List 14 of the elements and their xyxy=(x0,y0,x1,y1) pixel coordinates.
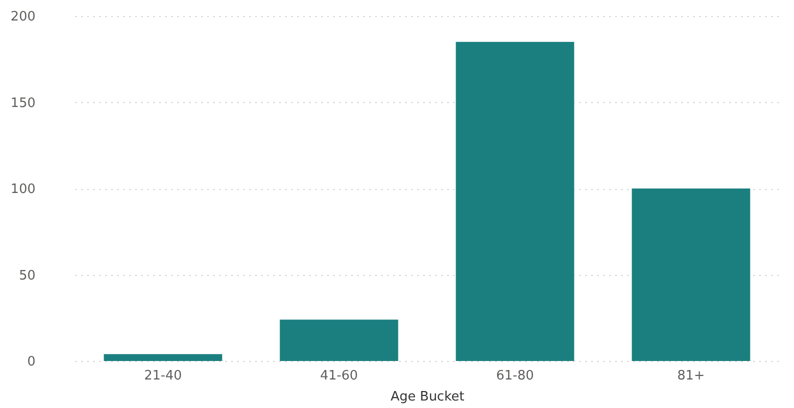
x-axis-title: Age Bucket xyxy=(390,390,464,404)
y-tick-label: 0 xyxy=(27,354,36,370)
y-tick-label: 50 xyxy=(18,268,36,284)
y-tick-label: 100 xyxy=(10,182,36,197)
bar xyxy=(104,354,222,361)
x-tick-label: 81+ xyxy=(677,368,705,384)
bar xyxy=(456,42,574,361)
x-tick-label: 61-80 xyxy=(496,368,534,384)
x-tick-label: 41-60 xyxy=(320,368,358,384)
y-tick-label: 200 xyxy=(10,10,36,24)
bar xyxy=(280,320,398,361)
x-tick-label: 21-40 xyxy=(144,368,182,384)
y-tick-label: 150 xyxy=(10,96,36,111)
bar xyxy=(632,188,750,361)
